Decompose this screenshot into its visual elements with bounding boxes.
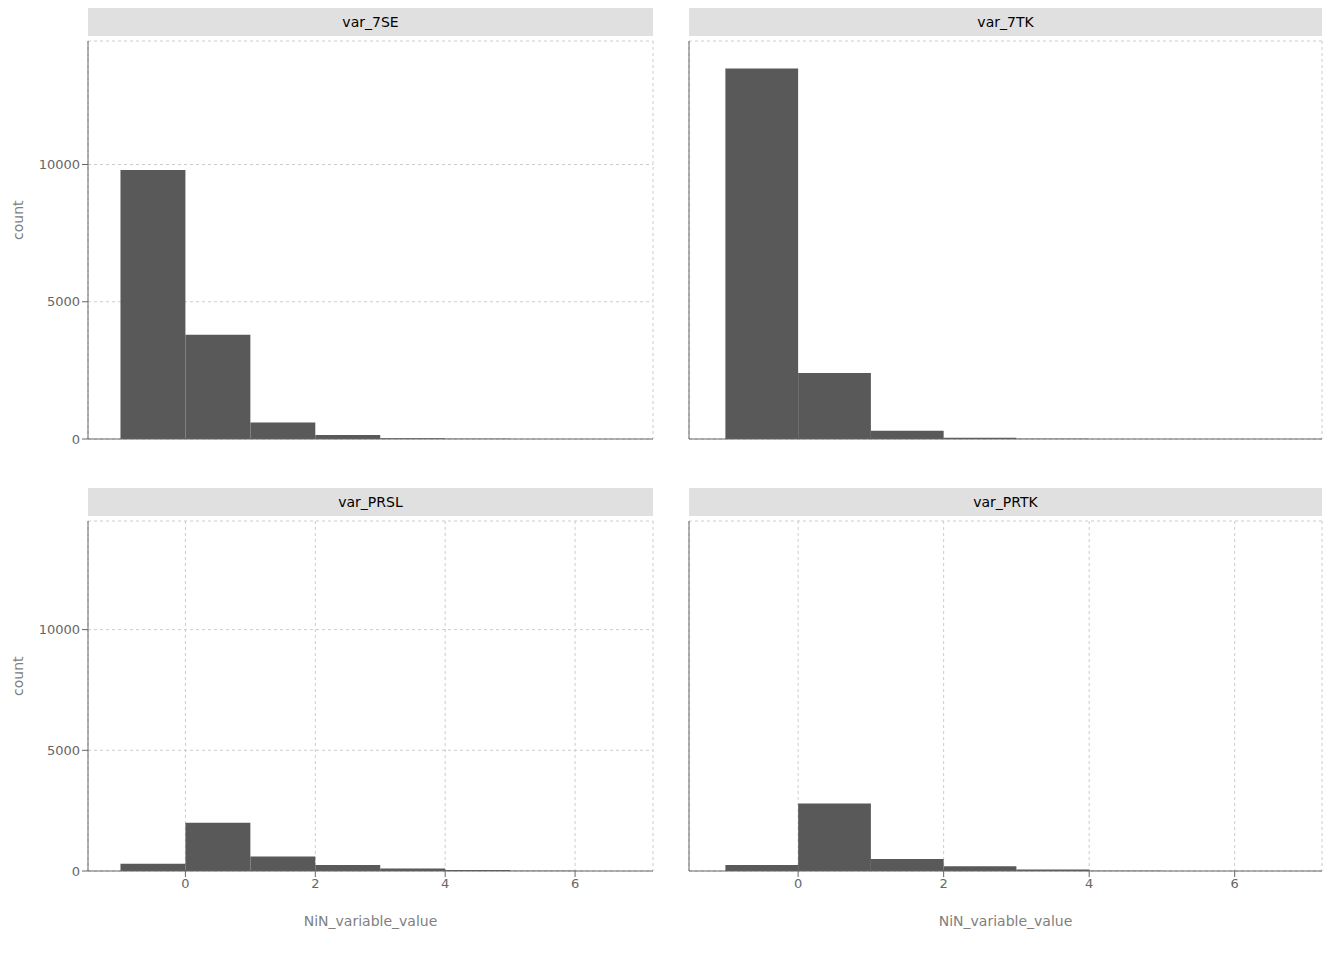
html-text:var_7SE: var_7SE: [342, 14, 399, 30]
html-text:var_PRTK: var_PRTK: [973, 494, 1038, 510]
svg-text:4: 4: [1085, 876, 1093, 891]
html-text:var_7TK: var_7TK: [977, 14, 1034, 30]
svg-text:6: 6: [1231, 876, 1239, 891]
svg-text:NiN_variable_value: NiN_variable_value: [304, 913, 438, 929]
html-text:var_PRSL: var_PRSL: [338, 494, 403, 510]
svg-text:count: count: [10, 656, 26, 696]
svg-text:2: 2: [311, 876, 319, 891]
svg-text:6: 6: [571, 876, 579, 891]
svg-text:0: 0: [181, 876, 189, 891]
svg-text:0: 0: [72, 432, 80, 447]
svg-text:5000: 5000: [47, 294, 80, 309]
svg-text:0: 0: [72, 864, 80, 879]
svg-text:2: 2: [940, 876, 948, 891]
svg-text:0: 0: [794, 876, 802, 891]
svg-text:10000: 10000: [39, 157, 80, 172]
svg-text:NiN_variable_value: NiN_variable_value: [939, 913, 1073, 929]
svg-text:4: 4: [441, 876, 449, 891]
svg-text:count: count: [10, 200, 26, 240]
svg-text:5000: 5000: [47, 743, 80, 758]
svg-text:10000: 10000: [39, 622, 80, 637]
